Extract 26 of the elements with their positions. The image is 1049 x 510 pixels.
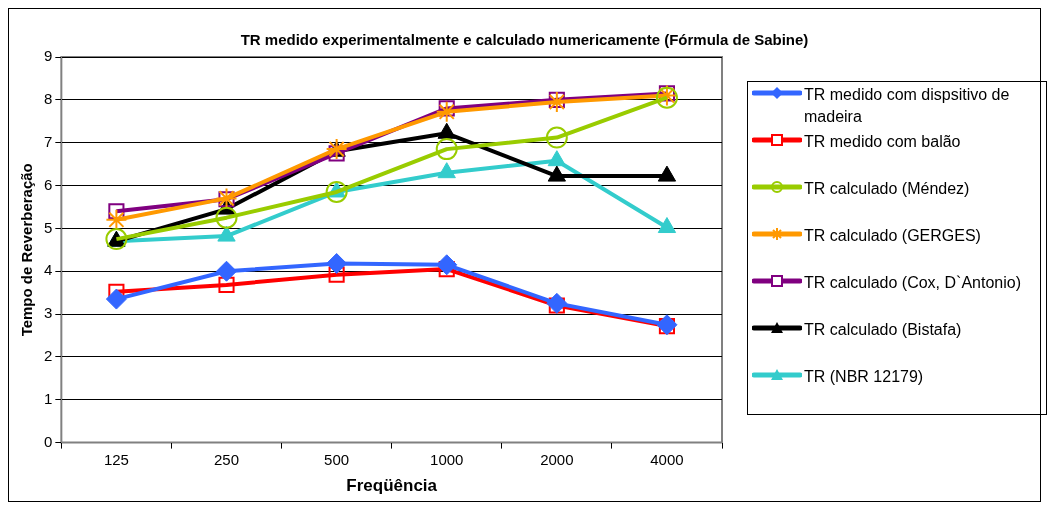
x-tick-label: 4000: [650, 450, 684, 468]
x-tick-label: 2000: [540, 450, 574, 468]
chart-title: TR medido experimentalmente e calculado numericamente (Fórmula de Sabine): [239, 31, 810, 48]
y-tick-label: 0: [44, 432, 53, 450]
x-tick-label: 500: [324, 450, 350, 468]
legend-label: TR (NBR 12179): [804, 367, 924, 387]
y-tick-label: 1: [44, 389, 53, 407]
y-tick-label: 2: [44, 347, 53, 365]
y-tick-label: 5: [44, 218, 53, 236]
x-tick-label: 250: [213, 450, 240, 468]
x-tick-label: 125: [103, 450, 129, 468]
legend-label: TR calculado (Bistafa): [804, 320, 962, 340]
legend-label: TR calculado (Méndez): [804, 179, 970, 199]
x-tick-label: 1000: [430, 450, 464, 468]
y-tick-label: 7: [44, 132, 53, 150]
y-tick-label: 4: [44, 261, 53, 279]
x-axis-title: Freqüência: [346, 476, 438, 496]
legend-label: TR medido com dispsitivo de madeira: [804, 85, 1011, 127]
y-tick-label: 8: [44, 89, 53, 107]
y-axis-title: Tempo de Reverberação: [18, 163, 36, 337]
legend-label: TR medido com balão: [804, 132, 961, 152]
y-tick-label: 6: [44, 175, 53, 193]
y-tick-label: 3: [44, 304, 53, 322]
y-tick-label: 9: [44, 47, 53, 65]
legend-label: TR calculado (GERGES): [804, 226, 981, 246]
legend-label: TR calculado (Cox, D`Antonio): [804, 273, 1021, 293]
